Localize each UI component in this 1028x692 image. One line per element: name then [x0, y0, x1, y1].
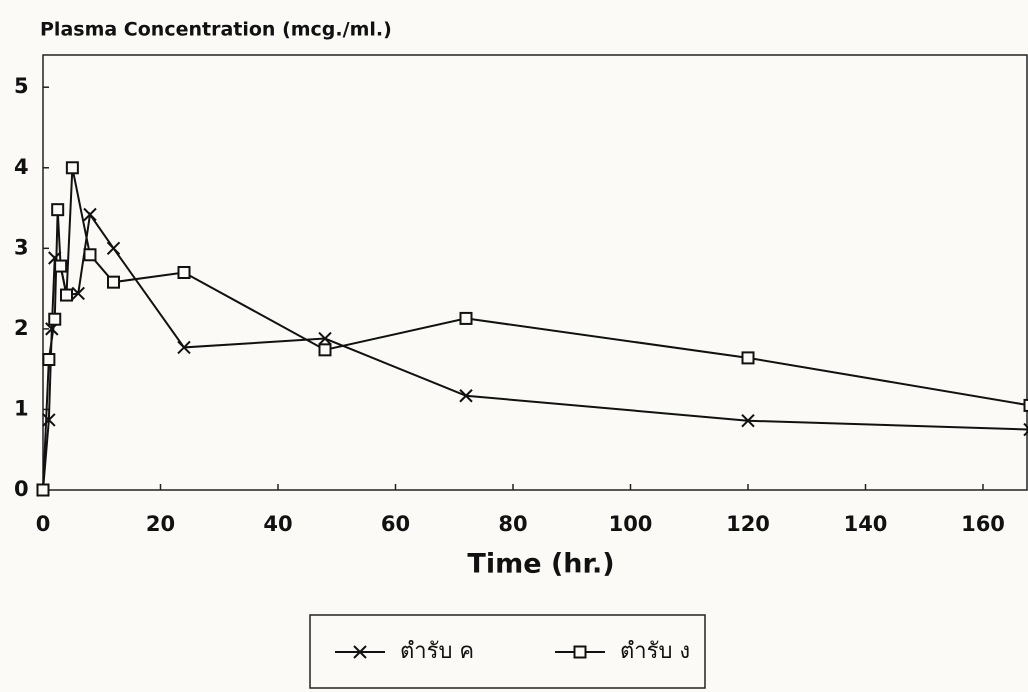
marker	[318, 343, 332, 357]
marker	[36, 483, 50, 497]
y-tick-label: 2	[14, 316, 29, 340]
x-tick-label: 140	[844, 512, 888, 536]
plot-frame	[42, 54, 1028, 491]
legend-box	[309, 614, 706, 689]
x-tick-label: 40	[263, 512, 292, 536]
marker	[54, 259, 68, 273]
marker	[741, 351, 755, 365]
legend-marker	[573, 645, 587, 659]
x-tick-label: 160	[961, 512, 1005, 536]
marker	[42, 353, 56, 366]
marker	[459, 389, 473, 403]
marker	[51, 203, 65, 217]
legend-marker	[353, 645, 367, 659]
y-tick-label: 5	[14, 74, 29, 98]
marker	[71, 286, 85, 301]
marker	[1023, 398, 1028, 412]
marker	[459, 311, 473, 325]
marker	[177, 266, 191, 279]
marker	[1023, 422, 1028, 437]
y-tick-label: 1	[14, 396, 29, 420]
x-tick-label: 0	[36, 512, 51, 536]
x-tick-label: 100	[609, 512, 653, 536]
marker	[318, 331, 332, 346]
marker	[83, 248, 97, 262]
marker	[42, 413, 56, 427]
legend-label: ตำรับ ค	[400, 639, 474, 664]
legend-label: ตำรับ ง	[620, 639, 690, 664]
series-line	[42, 167, 1028, 491]
marker	[741, 414, 755, 428]
y-axis-title: Plasma Concentration (mcg./ml.)	[40, 19, 392, 41]
marker	[60, 288, 73, 302]
y-tick-label: 4	[14, 155, 29, 179]
y-tick-label: 0	[14, 477, 29, 501]
x-tick-label: 60	[381, 512, 410, 536]
x-tick-label: 20	[146, 512, 175, 536]
marker	[65, 161, 79, 175]
marker	[48, 312, 62, 326]
marker	[177, 340, 191, 355]
marker	[83, 207, 97, 222]
marker	[107, 275, 120, 289]
series-line	[42, 211, 1028, 491]
marker	[106, 241, 121, 256]
y-tick-label: 3	[14, 235, 29, 259]
x-axis-title: Time (hr.)	[467, 549, 614, 580]
x-tick-label: 80	[498, 512, 527, 536]
x-tick-label: 120	[726, 512, 770, 536]
